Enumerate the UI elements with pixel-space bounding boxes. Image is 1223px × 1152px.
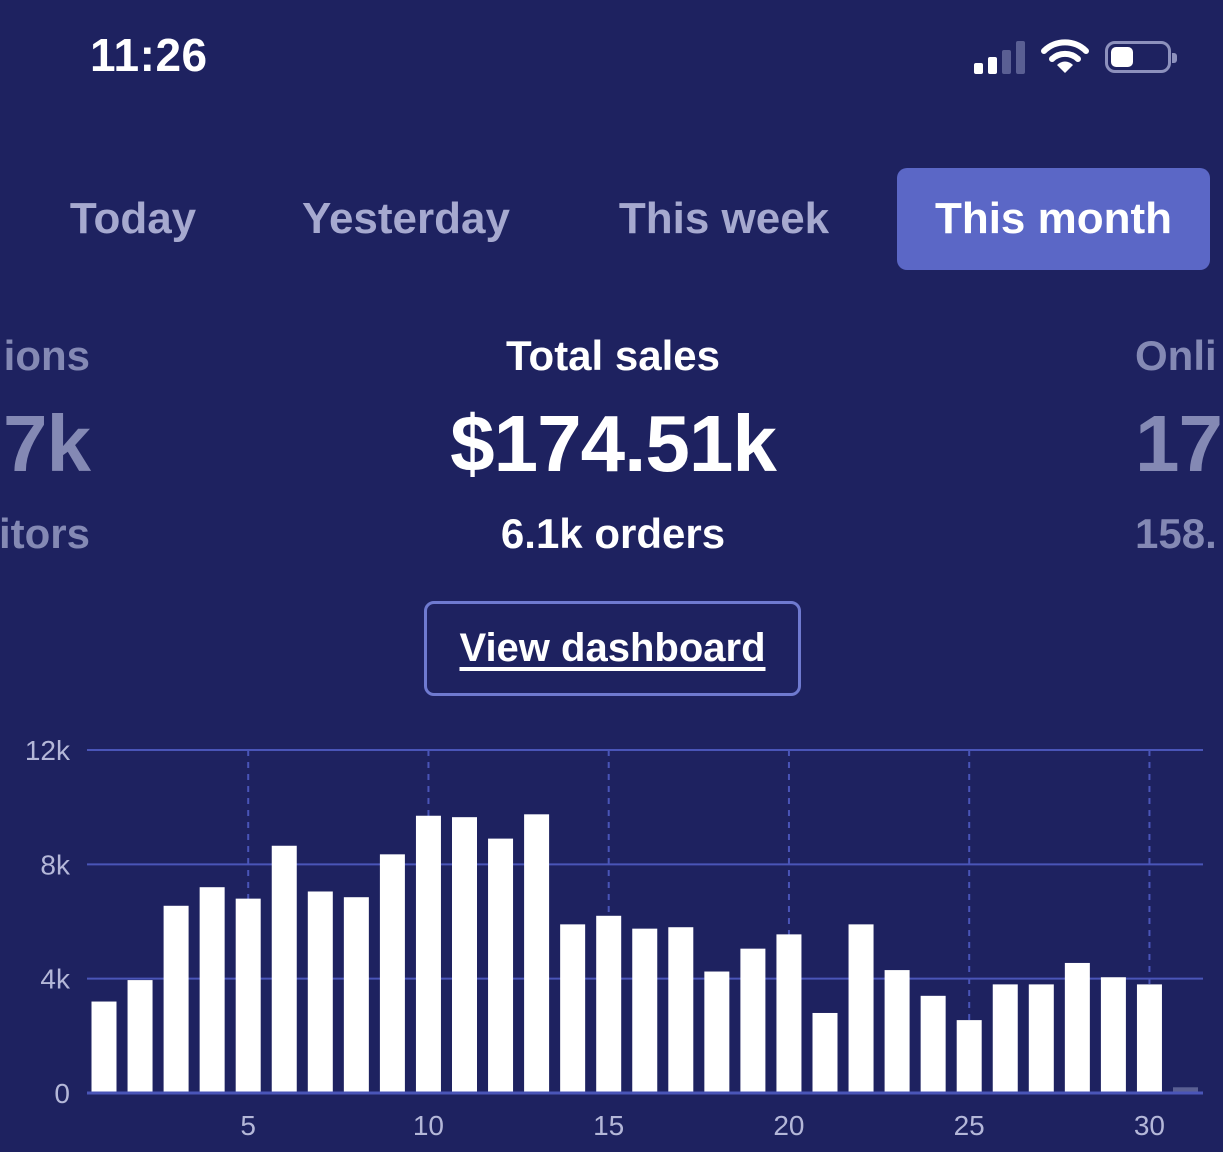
chart-bar (1028, 984, 1054, 1093)
chart-bar (343, 897, 369, 1093)
tab-today[interactable]: Today (69, 194, 197, 243)
x-tick-label: 30 (1134, 1110, 1165, 1141)
chart-bar (1064, 962, 1090, 1093)
x-tick-label: 25 (954, 1110, 985, 1141)
metric-card-right-partial[interactable]: Onli 17 158. (1135, 328, 1223, 564)
battery-icon (1105, 41, 1177, 73)
metric-label: Onli (1135, 332, 1217, 379)
tab-this-week[interactable]: This week (618, 194, 830, 243)
chart-bar (596, 915, 622, 1093)
metric-subtext: 158. (1135, 510, 1217, 557)
chart-bar (812, 1012, 838, 1093)
chart-bar (271, 845, 297, 1093)
status-icons (974, 38, 1177, 76)
chart-bar (488, 838, 514, 1093)
chart-bar (776, 934, 802, 1093)
y-tick-label: 4k (40, 964, 71, 995)
chart-bar (199, 887, 225, 1093)
y-tick-label: 0 (54, 1078, 70, 1109)
x-tick-label: 15 (593, 1110, 624, 1141)
chart-bar (91, 1001, 117, 1093)
x-tick-label: 20 (773, 1110, 804, 1141)
total-sales-value: $174.51k (450, 399, 777, 488)
y-tick-label: 8k (40, 849, 71, 880)
metric-label: ions (3, 332, 90, 379)
status-time: 11:26 (90, 29, 208, 81)
chart-bar (740, 948, 766, 1093)
metric-card-left-partial[interactable]: ions 7k itors (0, 328, 91, 564)
chart-bar (415, 815, 441, 1093)
chart-bar (884, 970, 910, 1093)
chart-bar (560, 924, 586, 1093)
chart-bar (1173, 1087, 1198, 1093)
x-tick-label: 5 (240, 1110, 256, 1141)
metric-subtext: itors (0, 510, 90, 557)
chart-bar (379, 854, 405, 1093)
cellular-signal-icon (974, 40, 1025, 74)
daily-sales-bar-chart: 0 4k 8k 12k 5 10 15 20 25 30 (25, 735, 1203, 1141)
metric-value: 17 (1135, 399, 1223, 488)
chart-bar (127, 980, 153, 1093)
chart-bar (235, 898, 261, 1093)
tab-yesterday[interactable]: Yesterday (302, 194, 510, 243)
wifi-icon (1041, 39, 1089, 73)
chart-bar (668, 927, 694, 1093)
chart-bar (956, 1020, 982, 1093)
chart-bar (1136, 984, 1162, 1093)
chart-bar (307, 891, 333, 1093)
x-tick-label: 10 (413, 1110, 444, 1141)
chart-bar (704, 971, 730, 1093)
chart-bar (848, 924, 874, 1093)
orders-count: 6.1k orders (500, 510, 726, 557)
view-dashboard-button[interactable]: View dashboard (424, 601, 801, 696)
tab-this-month[interactable]: This month (897, 168, 1210, 270)
y-tick-label: 12k (25, 735, 71, 766)
metric-card-total-sales: Total sales $174.51k 6.1k orders (403, 328, 823, 564)
metric-value: 7k (3, 399, 91, 488)
chart-bar (163, 905, 189, 1093)
chart-bar (524, 814, 550, 1093)
chart-bar (632, 928, 658, 1093)
chart-bar (452, 817, 477, 1093)
chart-bar (920, 995, 946, 1093)
total-sales-label: Total sales (506, 332, 720, 379)
chart-bar (992, 984, 1018, 1093)
chart-bar (1100, 977, 1126, 1093)
